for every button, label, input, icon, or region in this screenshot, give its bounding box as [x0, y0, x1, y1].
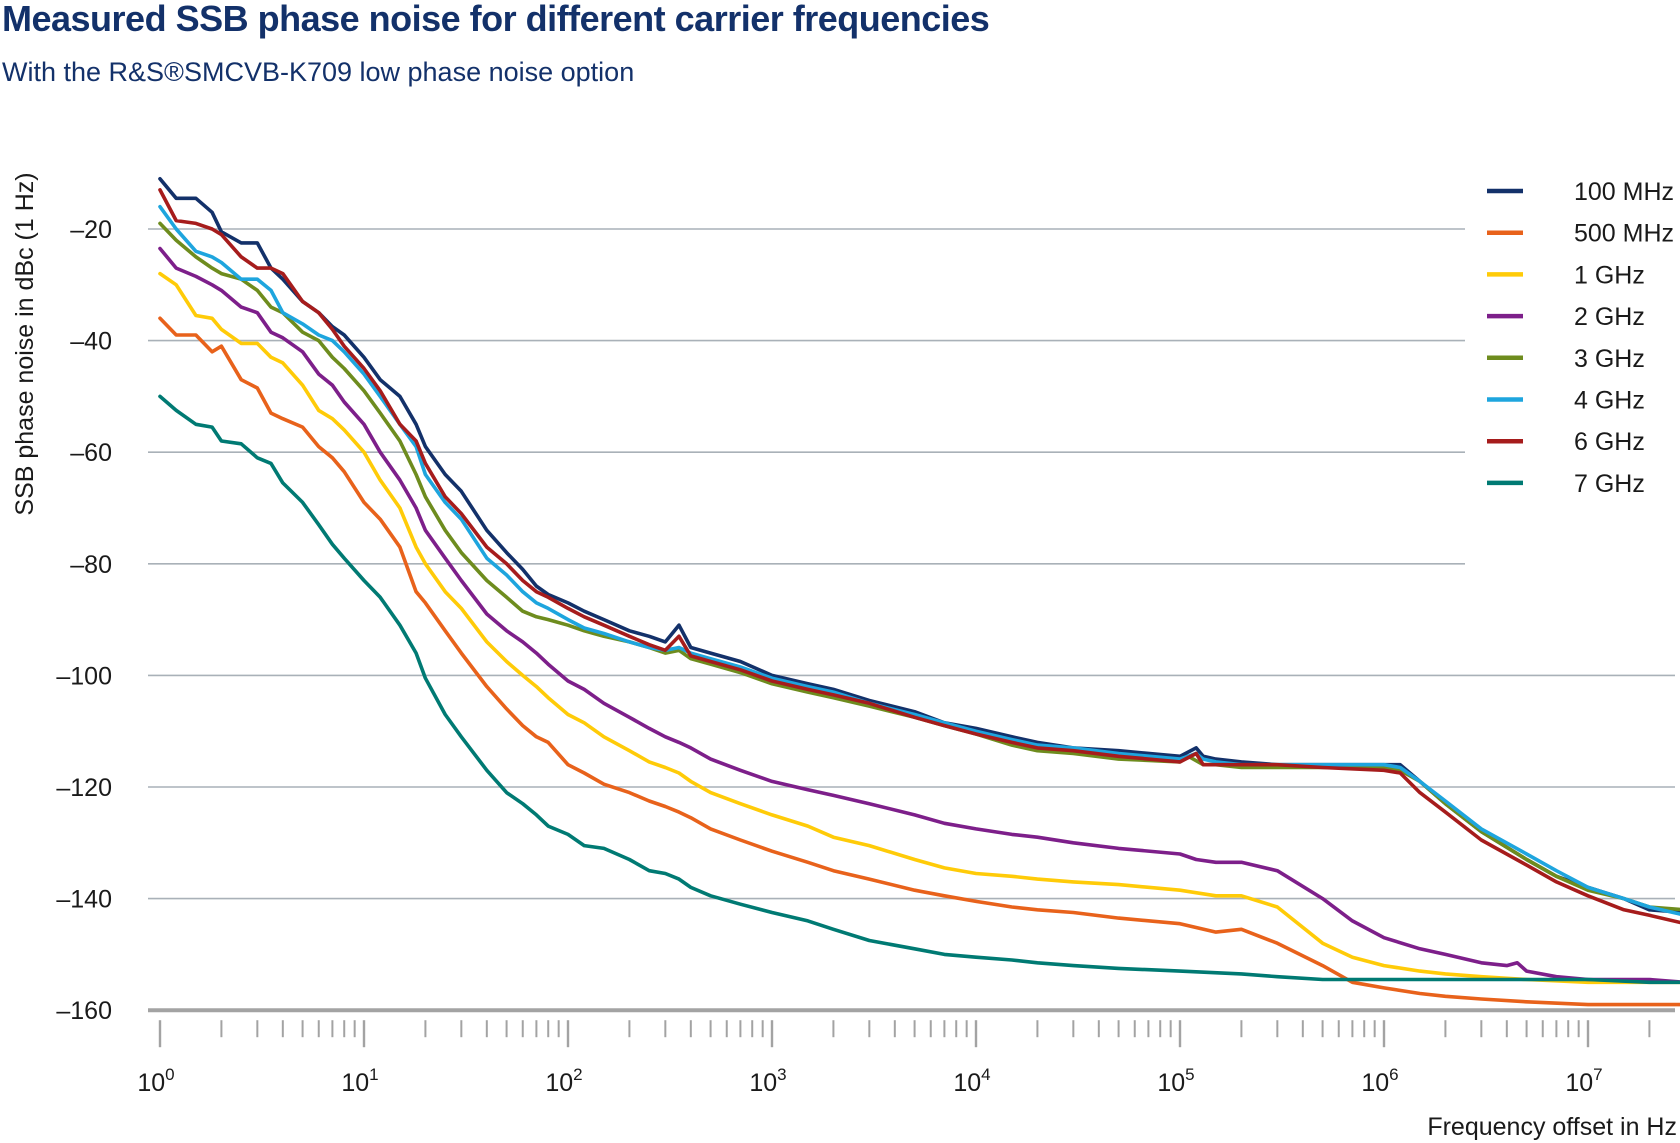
x-tick-label: 101	[341, 1065, 378, 1097]
legend-label: 1 GHz	[1574, 261, 1645, 289]
y-tick-label: –40	[70, 328, 112, 356]
x-tick-label: 103	[749, 1065, 786, 1097]
y-tick-label: –80	[70, 551, 112, 579]
series-line-500-mhz	[158, 316, 1680, 1007]
y-tick-label: –100	[56, 662, 112, 690]
series-line-100-mhz	[158, 177, 1680, 914]
x-axis-title: Frequency offset in Hz	[1427, 1113, 1677, 1141]
axes: –20 –40 –60 –80 –100 –120 –140 –160 100 101 102 103…	[56, 216, 1651, 1097]
series-line-1-ghz	[158, 271, 1680, 985]
y-tick-label: –120	[56, 774, 112, 802]
chart-subtitle: With the R&S®SMCVB-K709 low phase noise …	[2, 57, 635, 87]
series-line-4-ghz	[158, 204, 1680, 916]
x-tick-label: 100	[137, 1065, 174, 1097]
x-tick-label: 107	[1565, 1065, 1602, 1097]
legend-label: 100 MHz	[1574, 178, 1674, 206]
x-tick-label: 102	[545, 1065, 582, 1097]
y-axis-title: SSB phase noise in dBc (1 Hz)	[11, 172, 39, 515]
chart-title: Measured SSB phase noise for different c…	[2, 0, 990, 39]
legend-label: 3 GHz	[1574, 345, 1645, 373]
y-tick-label: –20	[70, 216, 112, 244]
series-line-6-ghz	[158, 188, 1680, 925]
data-series	[158, 177, 1680, 1007]
x-tick-label: 105	[1157, 1065, 1194, 1097]
x-tick-label: 106	[1361, 1065, 1398, 1097]
legend-label: 4 GHz	[1574, 387, 1645, 415]
y-tick-label: –60	[70, 439, 112, 467]
x-tick-label: 104	[953, 1065, 990, 1097]
legend-label: 7 GHz	[1574, 470, 1645, 498]
legend-label: 2 GHz	[1574, 303, 1645, 331]
legend-label: 500 MHz	[1574, 220, 1674, 248]
series-line-7-ghz	[158, 394, 1680, 985]
y-tick-label: –160	[56, 997, 112, 1025]
series-line-2-ghz	[158, 246, 1680, 984]
legend: 100 MHz 500 MHz 1 GHz 2 GHz 3 GHz 4 GHz 6 GHz 7…	[1487, 178, 1674, 498]
legend-label: 6 GHz	[1574, 428, 1645, 456]
grid-lines	[148, 228, 1675, 1013]
y-tick-label: –140	[56, 886, 112, 914]
